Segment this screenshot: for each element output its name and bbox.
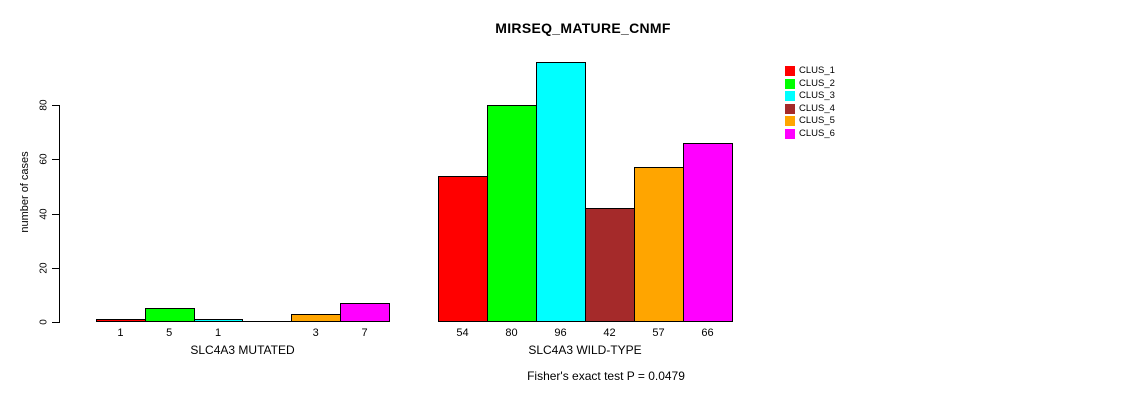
bar-clus_1 (438, 176, 488, 322)
x-group-label: SLC4A3 MUTATED (190, 343, 295, 357)
bar-clus_6 (340, 303, 390, 322)
x-group-label: SLC4A3 WILD-TYPE (528, 343, 642, 357)
y-tick (52, 322, 59, 323)
y-tick-label: 60 (38, 153, 50, 165)
bar-value-label: 7 (361, 327, 368, 339)
bar-clus_2 (487, 105, 537, 322)
legend-item-label: CLUS_5 (799, 115, 835, 126)
y-tick (52, 214, 59, 215)
y-tick-label: 20 (38, 262, 50, 274)
bar-value-label: 66 (701, 327, 714, 339)
legend-item-label: CLUS_1 (799, 65, 835, 76)
bar-value-label: 54 (456, 327, 469, 339)
legend-item: CLUS_6 (785, 127, 835, 139)
legend-item: CLUS_4 (785, 102, 835, 114)
bar-clus_5 (291, 314, 342, 322)
y-tick (52, 268, 59, 269)
bar-value-label: 96 (554, 327, 567, 339)
bar-clus_3 (536, 62, 586, 322)
y-axis-label: number of cases (19, 151, 31, 233)
bar-clus_4 (585, 208, 635, 322)
bar-clus_3 (193, 319, 244, 322)
bar-clus_5 (634, 167, 684, 322)
legend-color-swatch (785, 103, 795, 114)
legend-color-swatch (785, 116, 795, 126)
legend-item-label: CLUS_6 (799, 127, 835, 139)
bar-value-label: 1 (215, 327, 222, 339)
chart-title: MIRSEQ_MATURE_CNMF (495, 20, 671, 36)
legend: CLUS_1 CLUS_2 CLUS_3 CLUS_4 CLUS_5 CLUS_6 (785, 66, 835, 141)
y-tick-label: 80 (38, 99, 50, 111)
bar-clus_6 (683, 143, 733, 322)
bar-clus_2 (144, 308, 195, 322)
legend-item-label: CLUS_3 (799, 90, 835, 101)
y-axis-line (59, 105, 60, 323)
legend-color-swatch (785, 66, 795, 76)
legend-item: CLUS_1 (785, 66, 835, 76)
bar-value-label: 57 (652, 327, 665, 339)
legend-color-swatch (785, 91, 795, 101)
bar-value-label: 5 (166, 327, 173, 339)
y-tick-label: 0 (38, 319, 50, 325)
bar-value-label: 3 (312, 327, 319, 339)
legend-item-label: CLUS_4 (799, 102, 835, 114)
fisher-test-note: Fisher's exact test P = 0.0479 (527, 369, 685, 383)
y-tick-label: 40 (38, 208, 50, 220)
legend-item: CLUS_2 (785, 77, 835, 89)
bar-value-label: 42 (603, 327, 616, 339)
bar-clus_4-zero (242, 321, 293, 322)
legend-color-swatch (785, 128, 795, 139)
bar-value-label: 80 (505, 327, 518, 339)
legend-item: CLUS_3 (785, 91, 835, 101)
bar-clus_1 (96, 319, 146, 322)
legend-item-label: CLUS_2 (799, 77, 835, 89)
bar-value-label: 1 (117, 327, 124, 339)
legend-color-swatch (785, 78, 795, 89)
y-tick (52, 159, 59, 160)
legend-item: CLUS_5 (785, 116, 835, 126)
y-tick (52, 105, 59, 106)
